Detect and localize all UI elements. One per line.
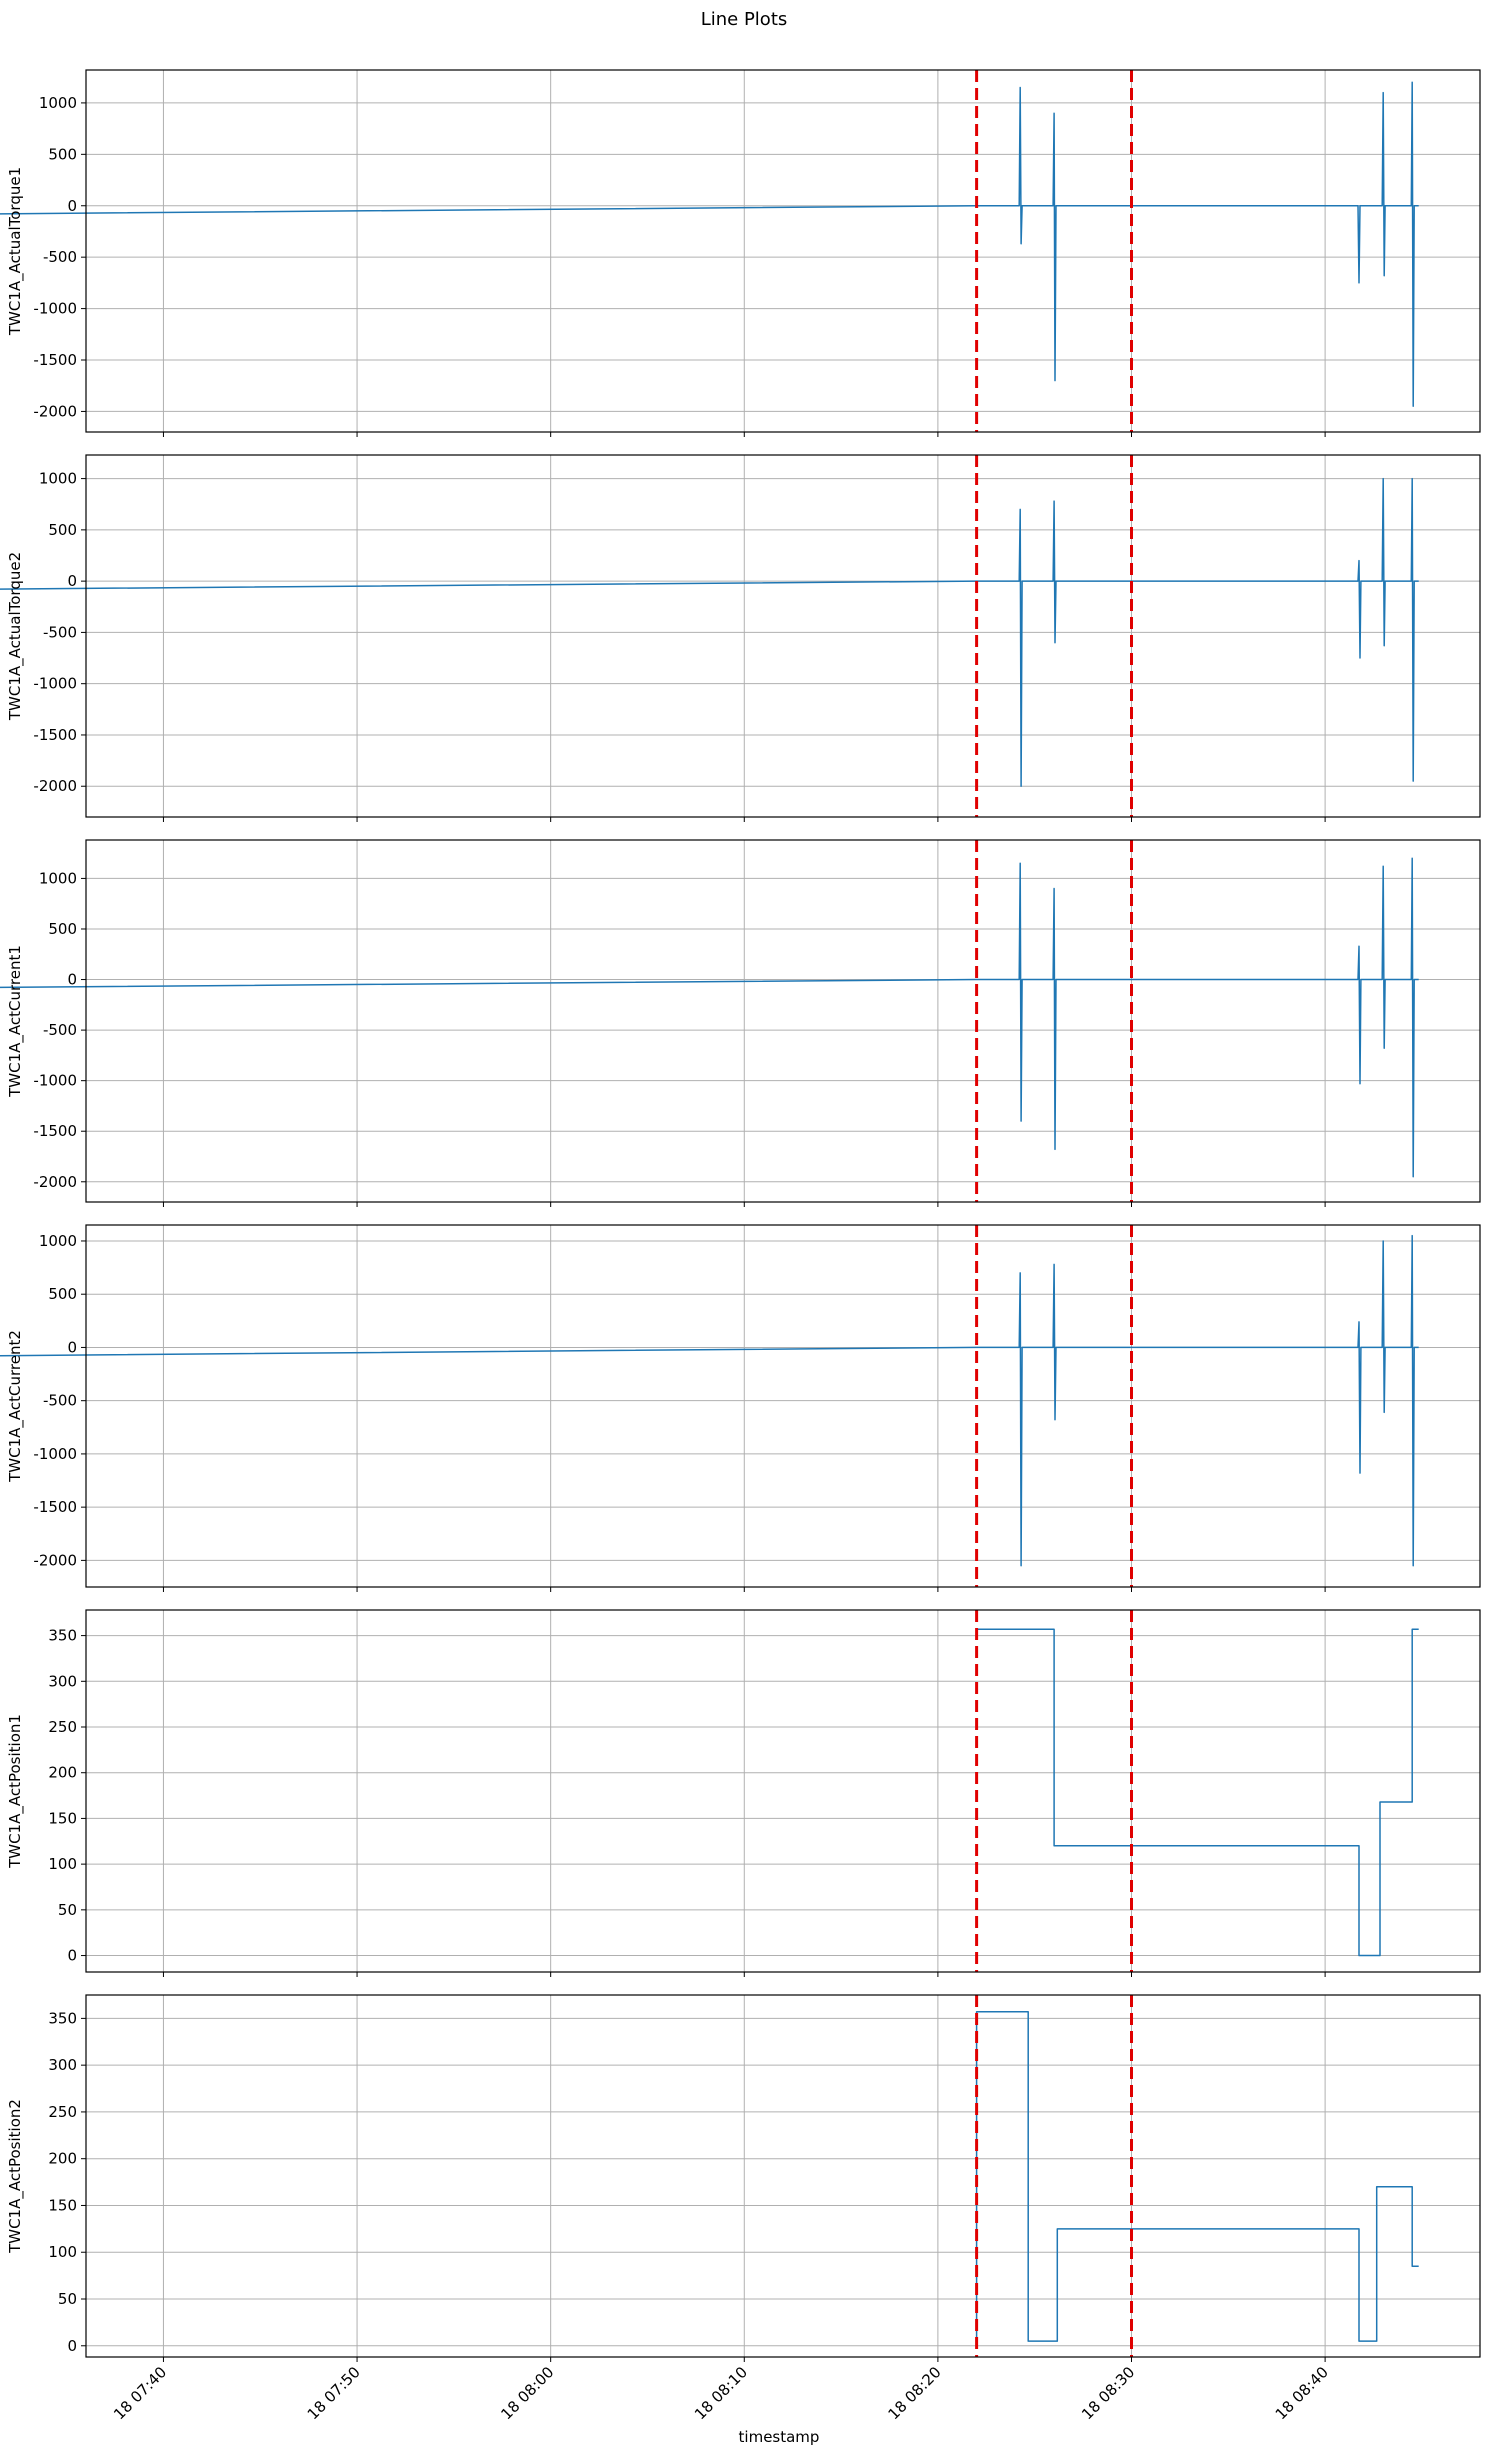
y-tick-label: -500 bbox=[43, 1392, 77, 1410]
series-line bbox=[975, 2011, 1419, 2342]
series-line bbox=[0, 477, 1419, 787]
panel-3: -2000 -1500 -1000 -500 0 500 1000 TWC1A_ActCurr… bbox=[0, 839, 1481, 1207]
y-tick-label: 500 bbox=[48, 920, 77, 938]
y-tick-label: -2000 bbox=[33, 777, 77, 795]
y-tick-label: 500 bbox=[48, 145, 77, 163]
y-tick-label: -1500 bbox=[33, 726, 77, 744]
y-tick-label: 1000 bbox=[39, 1232, 77, 1250]
y-tick-label: -1500 bbox=[33, 1498, 77, 1516]
panel-1: -2000 -1500 -1000 -500 0 500 1000 TWC1A_ActualT… bbox=[0, 69, 1481, 437]
panel-4: -2000 -1500 -1000 -500 0 500 1000 TWC1A_ActCurr… bbox=[0, 1224, 1481, 1592]
y-tick-label: -500 bbox=[43, 248, 77, 266]
x-tick-label: 18 08:00 bbox=[497, 2363, 557, 2423]
y-tick-label: 350 bbox=[48, 1627, 77, 1645]
x-axis-label: timestamp bbox=[739, 2428, 820, 2446]
y-tick-label: 500 bbox=[48, 1285, 77, 1303]
axes-frame bbox=[85, 1609, 1481, 1973]
y-tick-label: 150 bbox=[48, 2196, 77, 2214]
panel-2: -2000 -1500 -1000 -500 0 500 1000 TWC1A_ActualT… bbox=[0, 454, 1481, 822]
y-tick-label: 0 bbox=[67, 572, 77, 590]
panel-6: 0 50 100 150 200 250 300 350 TWC1A_ActPosition2 bbox=[6, 1994, 1481, 2362]
y-axis-label: TWC1A_ActualTorque1 bbox=[6, 167, 25, 336]
y-tick-label: 100 bbox=[48, 1855, 77, 1873]
y-axis-label: TWC1A_ActCurrent1 bbox=[6, 945, 25, 1098]
y-tick-label: 250 bbox=[48, 1718, 77, 1736]
y-tick-label: 50 bbox=[58, 1901, 77, 1919]
chart-title: Line Plots bbox=[701, 9, 788, 30]
y-tick-label: -2000 bbox=[33, 1173, 77, 1191]
y-tick-label: -500 bbox=[43, 1021, 77, 1039]
y-tick-label: 0 bbox=[67, 971, 77, 989]
y-tick-label: 300 bbox=[48, 1672, 77, 1690]
y-tick-label: 300 bbox=[48, 2056, 77, 2074]
y-axis-label: TWC1A_ActPosition1 bbox=[6, 1714, 25, 1869]
axes-frame bbox=[85, 69, 1481, 433]
y-axis-label: TWC1A_ActPosition2 bbox=[6, 2099, 25, 2254]
y-axis-label: TWC1A_ActualTorque2 bbox=[6, 552, 25, 721]
y-tick-label: -1500 bbox=[33, 351, 77, 369]
y-tick-label: -1000 bbox=[33, 1445, 77, 1463]
x-tick-label: 18 08:30 bbox=[1078, 2363, 1138, 2423]
y-tick-label: -500 bbox=[43, 623, 77, 641]
y-tick-label: -2000 bbox=[33, 1551, 77, 1569]
y-tick-label: 0 bbox=[67, 2337, 77, 2355]
x-tick-label: 18 08:40 bbox=[1272, 2363, 1332, 2423]
axes-frame bbox=[85, 1994, 1481, 2358]
y-tick-label: 100 bbox=[48, 2243, 77, 2261]
y-tick-label: 0 bbox=[67, 1338, 77, 1356]
series-line bbox=[0, 81, 1419, 408]
y-tick-label: 150 bbox=[48, 1809, 77, 1827]
y-axis-label: TWC1A_ActCurrent2 bbox=[6, 1330, 25, 1483]
y-tick-label: 500 bbox=[48, 521, 77, 539]
axes-frame bbox=[85, 1224, 1481, 1588]
series-line bbox=[976, 1628, 1419, 1957]
y-tick-label: 250 bbox=[48, 2103, 77, 2121]
y-tick-label: -1000 bbox=[33, 300, 77, 318]
y-tick-label: 1000 bbox=[39, 94, 77, 112]
y-tick-label: -2000 bbox=[33, 402, 77, 420]
y-tick-label: 200 bbox=[48, 1764, 77, 1782]
axes-frame bbox=[85, 839, 1481, 1203]
axes-frame bbox=[85, 454, 1481, 818]
x-tick-label: 18 07:50 bbox=[304, 2363, 364, 2423]
y-tick-label: -1500 bbox=[33, 1122, 77, 1140]
x-tick-label: 18 08:10 bbox=[691, 2363, 751, 2423]
y-tick-label: 0 bbox=[67, 1947, 77, 1965]
x-tick-label: 18 08:20 bbox=[885, 2363, 945, 2423]
y-tick-label: 0 bbox=[67, 197, 77, 215]
x-tick-label: 18 07:40 bbox=[110, 2363, 170, 2423]
panels-group: -2000-1500-1000-50005001000TWC1A_ActualT… bbox=[0, 69, 1481, 2423]
y-tick-label: 1000 bbox=[39, 470, 77, 488]
y-tick-label: -1000 bbox=[33, 675, 77, 693]
y-tick-label: 1000 bbox=[39, 869, 77, 887]
series-line bbox=[0, 857, 1419, 1178]
y-tick-label: 50 bbox=[58, 2290, 77, 2308]
y-tick-label: -1000 bbox=[33, 1072, 77, 1090]
y-tick-label: 350 bbox=[48, 2009, 77, 2027]
series-line bbox=[0, 1234, 1419, 1567]
panel-5: 0 50 100 150 200 250 300 350 TWC1A_ActPosition1 bbox=[6, 1609, 1481, 1977]
y-tick-label: 200 bbox=[48, 2150, 77, 2168]
